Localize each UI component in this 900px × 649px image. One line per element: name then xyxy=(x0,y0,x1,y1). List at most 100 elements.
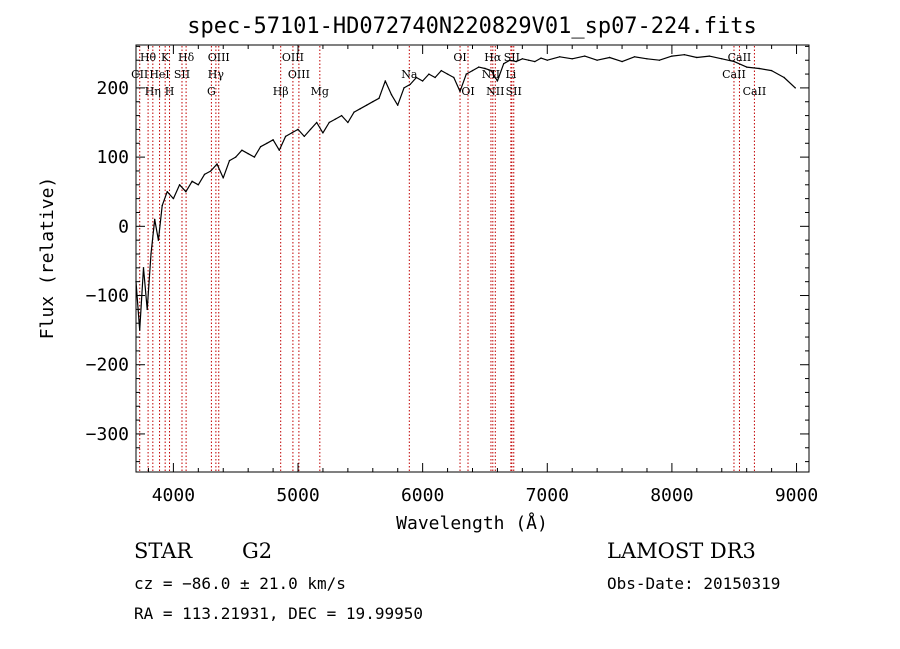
spectrum-point xyxy=(646,58,648,60)
spectrum-point xyxy=(172,197,175,200)
spectrum-point xyxy=(608,56,611,59)
spectrum-point xyxy=(161,204,163,207)
spectrum-point xyxy=(671,55,673,57)
line-label: Hθ xyxy=(140,51,157,64)
y-tick-label: −300 xyxy=(86,424,129,445)
line-label: Hδ xyxy=(178,51,195,64)
spectrum-point xyxy=(534,60,536,63)
spectrum-point xyxy=(390,94,393,96)
line-label: OIII xyxy=(208,51,230,64)
spectrum-point xyxy=(210,170,212,172)
line-label: HeI xyxy=(149,68,169,81)
spectrum-point xyxy=(683,54,686,56)
spectrum-point xyxy=(142,267,145,269)
spectrum-point xyxy=(146,308,148,311)
y-tick-label: 0 xyxy=(118,216,129,237)
x-tick-label: 8000 xyxy=(650,485,693,506)
line-label: Hα xyxy=(484,51,502,64)
spectrum-point xyxy=(309,128,312,131)
spectrum-point xyxy=(291,132,293,134)
spectrum-point xyxy=(571,58,573,60)
spectrum-point xyxy=(235,156,237,158)
spectrum-point xyxy=(465,73,467,75)
object-subclass: G2 xyxy=(242,539,273,563)
x-axis-label: Wavelength (Å) xyxy=(396,512,548,534)
spectrum-point xyxy=(397,104,399,106)
spectrum-point xyxy=(527,59,530,61)
line-label: OIII xyxy=(282,51,304,64)
spectrum-point xyxy=(658,59,661,61)
spectrum-point xyxy=(340,114,343,117)
x-tick-label: 9000 xyxy=(775,485,818,506)
y-axis-label: Flux (relative) xyxy=(37,177,58,340)
spectrum-point xyxy=(347,121,349,124)
spectrum-series xyxy=(135,54,796,331)
spectrum-point xyxy=(440,69,442,72)
spectrum-point xyxy=(353,111,355,113)
spectrum-point xyxy=(403,87,405,89)
line-label: NII xyxy=(486,85,504,98)
line-label: Hη xyxy=(145,85,161,98)
spectrum-point xyxy=(297,128,299,131)
spectrum-point xyxy=(154,218,156,221)
spectrum-point xyxy=(372,101,374,103)
spectrum-point xyxy=(621,60,623,63)
spectrum-point xyxy=(509,59,511,61)
spectrum-point xyxy=(228,159,231,162)
line-label: Hβ xyxy=(273,85,289,98)
spectrum-point xyxy=(247,153,249,155)
spectrum-point xyxy=(203,173,206,176)
spectrum-point xyxy=(696,56,698,59)
x-tick-label: 5000 xyxy=(276,485,319,506)
spectrum-point xyxy=(241,149,243,151)
spectrum-point xyxy=(584,55,586,57)
x-tick-label: 4000 xyxy=(152,485,195,506)
spectrum-point xyxy=(453,76,455,79)
spectrum-point xyxy=(316,121,318,124)
spectrum-point xyxy=(421,80,424,82)
line-label: OI xyxy=(453,51,466,64)
line-label: SII xyxy=(506,85,522,98)
line-label: Mg xyxy=(311,85,329,98)
spectrum-point xyxy=(284,135,287,138)
coordinates-readout: RA = 113.21931, DEC = 19.99950 xyxy=(134,604,423,623)
spectrum-point xyxy=(428,73,430,75)
spectrum-point xyxy=(758,67,760,70)
spectrum-point xyxy=(484,67,486,70)
y-axis: −300 −200 −100 0 100 200 xyxy=(86,45,809,463)
line-label: Hγ xyxy=(208,68,225,81)
spectrum-point xyxy=(434,76,436,79)
y-tick-label: 200 xyxy=(96,78,129,99)
spectrum-point xyxy=(150,253,152,255)
spectrum-point xyxy=(546,59,548,61)
spectrum-point xyxy=(521,58,524,60)
line-label: Li xyxy=(505,68,516,81)
line-label: OIII xyxy=(288,68,310,81)
y-tick-label: 100 xyxy=(96,147,129,168)
spectrum-point xyxy=(157,239,160,241)
spectrum-point xyxy=(540,57,542,59)
spectrum-point xyxy=(746,66,748,68)
spectrum-point xyxy=(515,60,517,63)
spectrum-point xyxy=(197,184,199,186)
spectrum-point xyxy=(328,121,330,124)
line-label: Na xyxy=(401,68,418,81)
line-label: SII xyxy=(174,68,190,81)
spectrum-point xyxy=(266,142,268,144)
spectrum-point xyxy=(378,97,380,100)
spectrum-point xyxy=(559,56,561,58)
line-label: CaII xyxy=(728,51,752,64)
spectrum-point xyxy=(166,191,168,193)
line-label: CaII xyxy=(722,68,746,81)
spectral-line-markers xyxy=(139,46,755,471)
spectrum-point xyxy=(191,180,193,182)
spectrum-point xyxy=(471,69,474,72)
spectrum-point xyxy=(139,329,141,331)
survey-name: LAMOST DR3 xyxy=(607,539,756,563)
redshift-readout: cz = −86.0 ± 21.0 km/s xyxy=(134,574,346,593)
object-class: STAR xyxy=(134,539,193,563)
plot-frame xyxy=(135,44,810,473)
spectrum-point xyxy=(770,69,773,72)
x-tick-label: 6000 xyxy=(401,485,444,506)
